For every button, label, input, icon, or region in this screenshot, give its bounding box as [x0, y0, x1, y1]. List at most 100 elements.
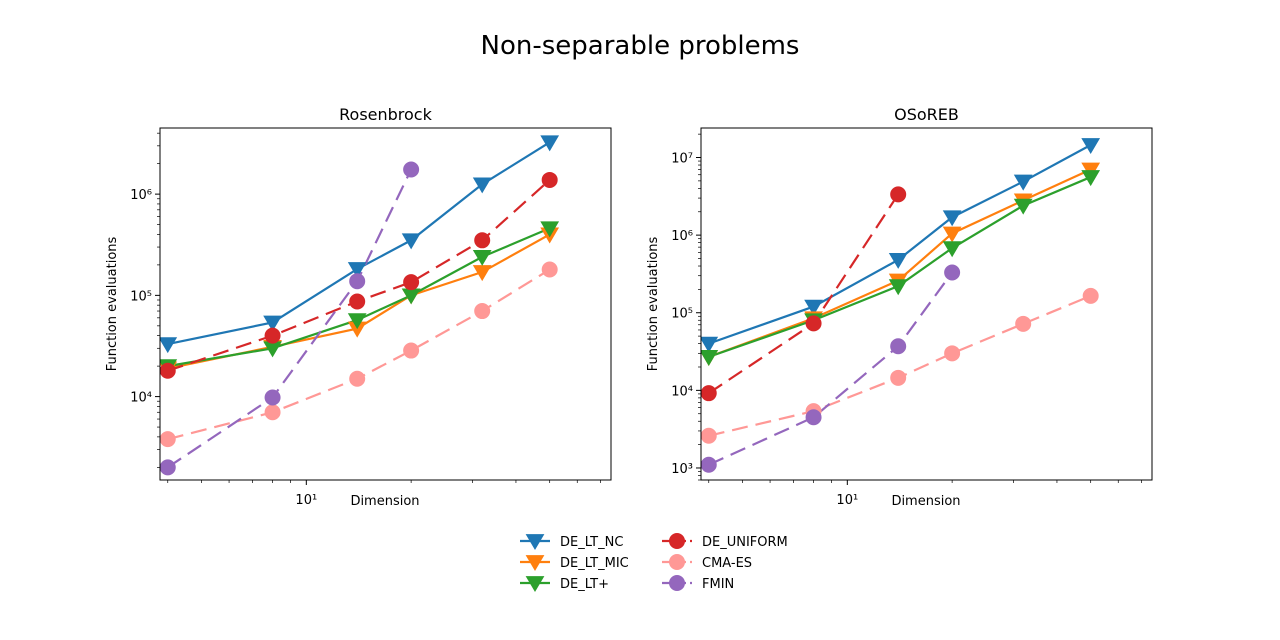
data-point-DE_UNIFORM [474, 232, 491, 249]
data-point-CMA-ES [160, 431, 176, 448]
legend-entry-DE_LT+: DE_LT+ [520, 576, 609, 593]
data-point-DE_LT_NC [942, 210, 962, 227]
data-point-CMA-ES [944, 345, 961, 362]
panel-title: Rosenbrock [339, 105, 432, 124]
legend-entry-DE_LT_NC: DE_LT_NC [520, 534, 623, 551]
y-tick-label: 10⁴ [671, 384, 693, 399]
panel-1: OSoREB 10³ 10⁴ 10⁵ 10⁶ 10⁷ 10¹ Dimension Functio… [646, 105, 1153, 509]
data-point-CMA-ES [349, 370, 366, 387]
axes-frame [700, 127, 1153, 481]
legend-entry-DE_LT_MIC: DE_LT_MIC [520, 555, 629, 572]
y-tick-label: 10⁷ [671, 152, 693, 167]
legend-marker [669, 554, 685, 570]
data-point-DE_LT+ [540, 221, 560, 238]
y-axis-label: Function evaluations [105, 236, 120, 371]
x-tick-label: 10¹ [836, 493, 858, 508]
data-point-CMA-ES [403, 342, 420, 359]
data-point-DE_LT_NC [701, 336, 719, 353]
axes-frame [159, 127, 612, 481]
data-point-DE_UNIFORM [349, 293, 366, 310]
legend-label: FMIN [702, 577, 734, 592]
data-point-DE_UNIFORM [890, 186, 907, 203]
data-point-FMIN [890, 338, 907, 355]
figure-title: Non-separable problems [481, 31, 800, 61]
data-point-CMA-ES [890, 369, 907, 386]
data-point-CMA-ES [541, 261, 558, 278]
series-line-FMIN [708, 271, 954, 466]
y-tick-label: 10⁵ [671, 307, 693, 322]
data-point-FMIN [944, 264, 961, 281]
data-point-DE_LT_MIC [942, 226, 962, 243]
legend-label: DE_LT_MIC [560, 556, 629, 571]
series-line-DE_LT_NC [708, 144, 1092, 345]
series-line-DE_LT_MIC [708, 168, 1092, 358]
legend-label: CMA-ES [702, 556, 752, 571]
y-tick-label: 10⁵ [130, 289, 152, 304]
data-point-DE_LT_NC [888, 252, 908, 269]
data-point-DE_LT+ [1081, 170, 1101, 187]
data-point-CMA-ES [701, 427, 717, 444]
legend-marker [669, 533, 685, 549]
data-point-CMA-ES [1082, 287, 1099, 304]
legend-entry-DE_UNIFORM: DE_UNIFORM [662, 533, 788, 550]
data-point-DE_LT+ [401, 288, 421, 305]
series-line-CMA-ES [167, 268, 551, 441]
data-point-DE_UNIFORM [701, 385, 717, 402]
series-line-CMA-ES [708, 294, 1092, 437]
data-point-DE_LT_NC [804, 299, 823, 316]
legend-label: DE_UNIFORM [702, 535, 788, 550]
data-point-DE_LT_NC [1013, 174, 1033, 191]
legend-marker [525, 576, 545, 593]
data-point-DE_LT+ [472, 249, 492, 266]
legend-label: DE_LT_NC [560, 535, 623, 550]
data-point-FMIN [264, 389, 281, 406]
data-point-FMIN [403, 161, 420, 178]
legend-marker [525, 534, 545, 551]
data-point-DE_UNIFORM [264, 327, 281, 344]
plot-area [701, 138, 1101, 473]
data-point-DE_LT_NC [347, 262, 367, 279]
legend-entry-FMIN: FMIN [662, 575, 734, 592]
panel-title: OSoREB [894, 105, 959, 124]
legend: DE_LT_NC DE_LT_MIC DE_LT+ DE_UNIFORM CMA-ES F… [520, 533, 788, 593]
y-tick-label: 10⁶ [130, 188, 152, 203]
series-line-DE_UNIFORM [167, 179, 551, 372]
data-point-DE_UNIFORM [403, 274, 420, 291]
data-point-DE_UNIFORM [541, 171, 558, 188]
data-point-CMA-ES [264, 404, 281, 421]
data-point-DE_UNIFORM [160, 362, 176, 379]
series-line-DE_LT+ [708, 176, 1092, 358]
data-point-CMA-ES [1015, 315, 1032, 332]
data-point-DE_LT_NC [1081, 138, 1101, 155]
data-point-FMIN [805, 409, 822, 426]
data-point-DE_LT+ [942, 241, 962, 258]
legend-entry-CMA-ES: CMA-ES [662, 554, 752, 571]
series-line-FMIN [167, 169, 413, 469]
series-line-DE_LT_NC [167, 141, 551, 346]
series-line-DE_LT+ [167, 227, 551, 368]
x-axis-label: Dimension [891, 494, 960, 509]
data-point-FMIN [349, 273, 366, 290]
y-axis-label: Function evaluations [646, 236, 661, 371]
x-axis-label: Dimension [350, 494, 419, 509]
y-tick-label: 10⁶ [671, 229, 693, 244]
legend-label: DE_LT+ [560, 577, 609, 592]
plot-area [160, 135, 560, 476]
data-point-DE_LT+ [1013, 198, 1033, 215]
legend-marker [669, 575, 685, 591]
panel-0: Rosenbrock 10⁴ 10⁵ 10⁶ 10¹ Dimension Function … [105, 105, 612, 509]
x-tick-label: 10¹ [295, 493, 317, 508]
data-point-DE_UNIFORM [805, 315, 822, 332]
data-point-DE_LT_NC [160, 337, 178, 354]
data-point-DE_LT+ [347, 313, 367, 330]
y-tick-label: 10⁴ [130, 391, 152, 406]
data-point-DE_LT+ [888, 279, 908, 296]
data-point-DE_LT_NC [472, 177, 492, 194]
data-point-DE_LT_NC [540, 135, 560, 152]
data-point-FMIN [701, 456, 717, 473]
data-point-CMA-ES [474, 303, 491, 320]
data-point-DE_LT_NC [263, 315, 282, 332]
y-tick-label: 10³ [671, 462, 693, 477]
